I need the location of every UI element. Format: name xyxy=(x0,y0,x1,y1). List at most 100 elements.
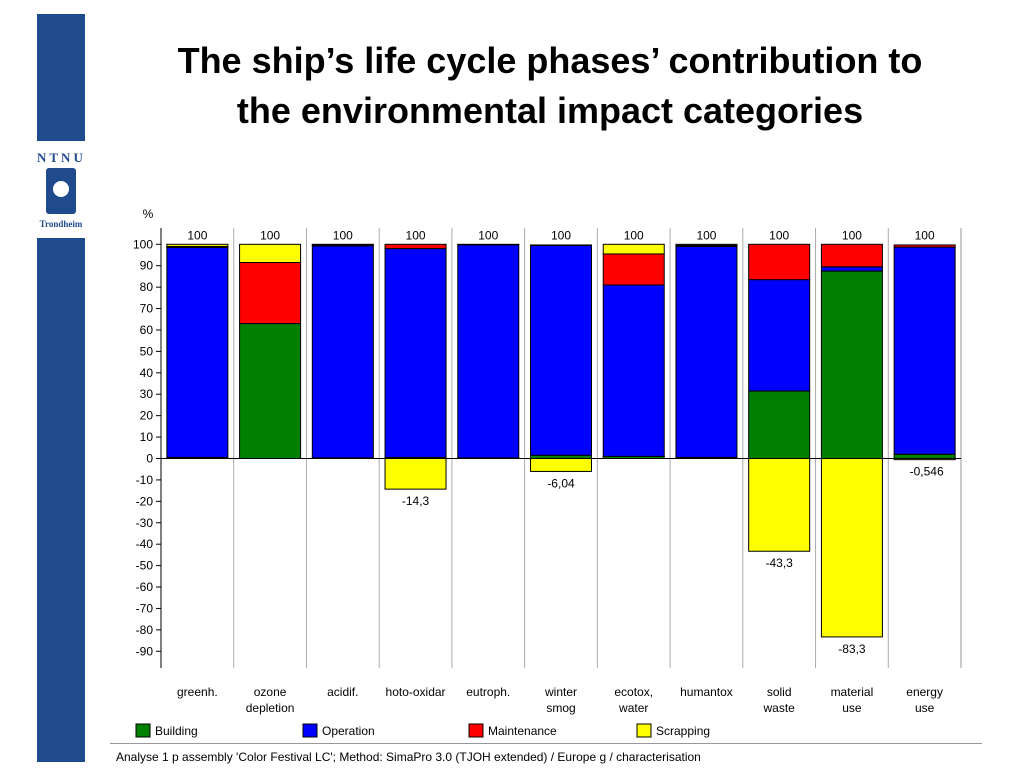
bar-bottom-label: -43,3 xyxy=(766,556,794,570)
bar-segment-scrapping xyxy=(748,458,811,552)
y-tick-label: 50 xyxy=(140,344,154,358)
x-tick-label: eutroph. xyxy=(466,685,510,699)
slide-title: The ship’s life cycle phases’ contributi… xyxy=(177,40,923,131)
x-tick-label: use xyxy=(842,701,862,715)
y-tick-label: -70 xyxy=(136,601,154,615)
bar-top-label: 100 xyxy=(551,228,571,242)
bar-segment-operation xyxy=(675,245,738,458)
x-tick-label: material xyxy=(831,685,874,699)
x-tick-label: use xyxy=(915,701,935,715)
bar-top-label: 100 xyxy=(406,228,426,242)
bar-segment-operation xyxy=(748,279,811,392)
footer-divider xyxy=(110,743,982,744)
bar-segment-maintenance xyxy=(820,243,883,268)
legend-swatch-scrapping xyxy=(636,723,652,738)
x-tick-label: energy xyxy=(906,685,943,699)
bar-segment-building xyxy=(893,453,956,460)
bar-segment-operation xyxy=(602,284,665,457)
logo-name: NTNU xyxy=(37,150,86,165)
legend-label-maintenance: Maintenance xyxy=(488,724,557,738)
bar-segment-maintenance xyxy=(457,243,520,246)
bar-segment-maintenance xyxy=(893,244,956,248)
x-tick-label: depletion xyxy=(246,701,295,715)
bar-segment-scrapping xyxy=(530,458,592,472)
bar-segment-maintenance xyxy=(748,243,811,281)
x-tick-label: acidif. xyxy=(327,685,358,699)
bar-segment-building xyxy=(748,390,811,459)
bar-segment-scrapping xyxy=(311,243,374,246)
sidebar-band-top xyxy=(37,14,85,141)
bar-segment-scrapping xyxy=(820,458,883,638)
legend-label-building: Building xyxy=(155,724,198,738)
legend-swatch-maintenance xyxy=(468,723,484,738)
y-tick-label: 70 xyxy=(140,302,154,316)
bar-segment-building xyxy=(820,270,883,459)
sidebar-band-bottom xyxy=(37,238,85,762)
bar-segment-operation xyxy=(893,246,956,455)
y-tick-label: -80 xyxy=(136,623,154,637)
bar-segment-operation xyxy=(311,245,374,459)
bar-segment-scrapping xyxy=(166,243,229,247)
bar-bottom-label: -6,04 xyxy=(547,476,575,490)
y-tick-label: -50 xyxy=(136,559,154,573)
bar-segment-operation xyxy=(457,244,520,459)
legend-swatch-building xyxy=(135,723,151,738)
bar-top-label: 100 xyxy=(187,228,207,242)
y-tick-label: -20 xyxy=(136,494,154,508)
bar-segment-operation xyxy=(530,244,592,456)
bar-segment-building xyxy=(239,323,302,459)
chart-footer: Analyse 1 p assembly 'Color Festival LC'… xyxy=(116,750,701,764)
x-tick-label: solid xyxy=(767,685,792,699)
x-tick-label: ozone xyxy=(254,685,287,699)
x-tick-label: greenh. xyxy=(177,685,218,699)
y-tick-label: 20 xyxy=(140,409,154,423)
bar-top-label: 100 xyxy=(696,228,716,242)
legend-swatch-operation xyxy=(302,723,318,738)
bar-segment-maintenance xyxy=(384,243,447,250)
x-tick-label: hoto-oxidar xyxy=(386,685,446,699)
bar-top-label: 100 xyxy=(842,228,862,242)
x-tick-label: waste xyxy=(763,701,796,715)
x-tick-label: humantox xyxy=(680,685,733,699)
y-tick-label: -10 xyxy=(136,473,154,487)
bar-top-label: 100 xyxy=(624,228,644,242)
y-tick-label: 0 xyxy=(146,452,153,466)
bar-segment-maintenance xyxy=(602,253,665,286)
x-tick-label: water xyxy=(618,701,648,715)
y-tick-label: 30 xyxy=(140,387,154,401)
y-tick-label: -60 xyxy=(136,580,154,594)
y-tick-label: -40 xyxy=(136,537,154,551)
bar-segment-maintenance xyxy=(239,262,302,325)
bar-top-label: 100 xyxy=(915,228,935,242)
stacked-bar-chart: %1009080706050403020100-10-20-30-40-50-6… xyxy=(133,207,962,738)
bar-segment-scrapping xyxy=(384,458,447,490)
bar-top-label: 100 xyxy=(478,228,498,242)
y-tick-label: 40 xyxy=(140,366,154,380)
y-axis-label: % xyxy=(143,207,154,221)
x-tick-label: winter xyxy=(544,685,577,699)
legend-label-scrapping: Scrapping xyxy=(656,724,710,738)
bar-bottom-label: -83,3 xyxy=(838,642,866,656)
bar-segment-operation xyxy=(166,247,229,458)
logo-city: Trondheim xyxy=(39,219,83,229)
y-tick-label: 90 xyxy=(140,259,154,273)
ntnu-logo-icon xyxy=(46,168,76,214)
y-tick-label: 60 xyxy=(140,323,154,337)
y-tick-label: 80 xyxy=(140,280,154,294)
bar-bottom-label: -0,546 xyxy=(910,465,944,479)
y-tick-label: -90 xyxy=(136,644,154,658)
bar-segment-scrapping xyxy=(602,243,665,255)
y-tick-label: 10 xyxy=(140,430,154,444)
legend-label-operation: Operation xyxy=(322,724,375,738)
bar-segment-scrapping xyxy=(239,243,302,264)
bar-segment-operation xyxy=(384,248,447,458)
x-tick-label: ecotox, xyxy=(614,685,653,699)
y-tick-label: 100 xyxy=(133,237,153,251)
bar-top-label: 100 xyxy=(769,228,789,242)
bar-top-label: 100 xyxy=(333,228,353,242)
bar-segment-operation xyxy=(820,266,883,272)
bar-top-label: 100 xyxy=(260,228,280,242)
x-tick-label: smog xyxy=(546,701,575,715)
bar-segment-maintenance xyxy=(530,244,592,247)
bar-bottom-label: -14,3 xyxy=(402,494,430,508)
